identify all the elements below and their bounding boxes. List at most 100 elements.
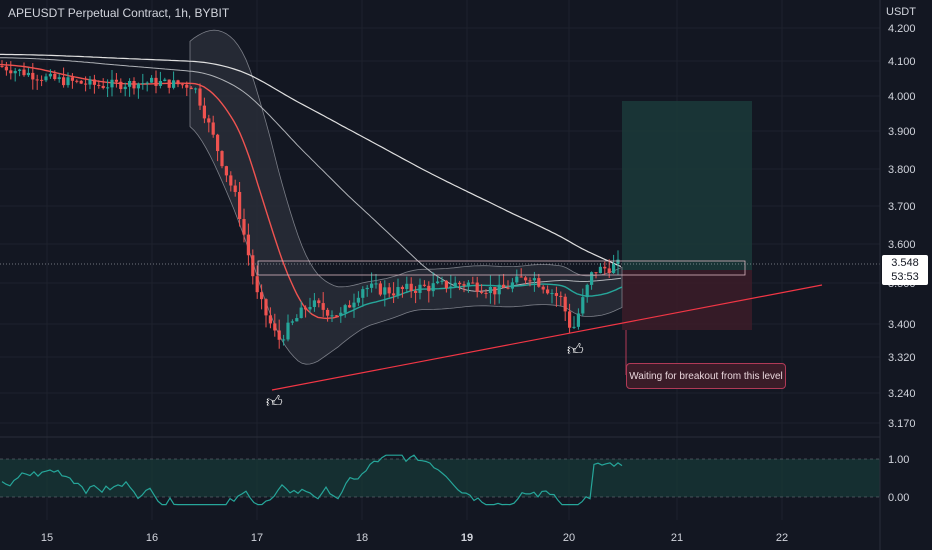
candle-body	[233, 185, 237, 192]
candle-body	[189, 87, 193, 90]
candle-body	[286, 322, 290, 340]
candle-body	[4, 66, 8, 71]
candle-body	[554, 293, 558, 296]
price-tick-label: 3.170	[888, 418, 916, 430]
candle-body	[572, 326, 576, 328]
thumbs-up-icon: 👍︎	[266, 394, 283, 411]
time-tick-label: 21	[671, 532, 683, 544]
candle-body	[176, 80, 180, 85]
price-tick-label: 3.800	[888, 164, 916, 176]
indicator-tick-label: 1.00	[888, 454, 909, 466]
candle-body	[114, 79, 118, 82]
candle-body	[462, 284, 466, 286]
moving-average-200	[0, 53, 622, 268]
candle-body	[66, 77, 70, 86]
candle-body	[216, 134, 220, 152]
candle-body	[436, 281, 440, 284]
candle-body	[339, 312, 343, 317]
candle-body	[13, 70, 17, 74]
candle-body	[546, 289, 550, 294]
candle-body	[563, 296, 567, 312]
candle-body	[224, 166, 228, 176]
candle-body	[528, 280, 532, 282]
candle-body	[163, 79, 167, 82]
candle-body	[348, 305, 352, 308]
candle-body	[453, 282, 457, 287]
candle-body	[251, 255, 255, 277]
thumbs-up-icon: 👍︎	[567, 342, 584, 359]
candle-body	[475, 282, 479, 292]
candle-body	[119, 81, 123, 90]
time-tick-label: 16	[146, 532, 158, 544]
candle-body	[158, 81, 162, 86]
candle-body	[607, 268, 611, 273]
candle-body	[150, 77, 154, 83]
candle-body	[246, 234, 250, 256]
candle-body	[238, 191, 242, 220]
candle-body	[466, 282, 470, 286]
candle-body	[422, 284, 426, 286]
moving-average-green	[339, 283, 623, 317]
candle-body	[141, 83, 145, 85]
resistance-box	[257, 260, 746, 276]
candle-body	[317, 300, 321, 304]
candle-body	[502, 284, 506, 288]
candle-body	[22, 69, 26, 76]
candle-body	[277, 330, 281, 340]
candle-body	[255, 276, 259, 293]
candle-body	[145, 82, 149, 84]
candle-body	[9, 70, 13, 74]
candle-body	[299, 307, 303, 319]
candle-body	[57, 77, 61, 80]
chart-title: APEUSDT Perpetual Contract, 1h, BYBIT	[8, 6, 230, 20]
candle-body	[79, 80, 83, 84]
candle-body	[427, 285, 431, 292]
candle-body	[471, 282, 475, 284]
candle-body	[484, 292, 488, 294]
price-tick-label: 3.700	[888, 201, 916, 213]
candle-body	[154, 77, 158, 86]
candle-body	[106, 87, 110, 89]
candle-body	[220, 151, 224, 167]
annotation-note: Waiting for breakout from this level	[626, 363, 786, 389]
candle-body	[260, 292, 264, 300]
candle-body	[172, 80, 176, 88]
candle-body	[97, 84, 101, 86]
candle-body	[458, 282, 462, 285]
time-tick-label: 18	[356, 532, 368, 544]
candle-body	[493, 286, 497, 295]
candles	[0, 60, 620, 349]
candle-body	[392, 293, 396, 296]
candle-body	[62, 77, 66, 86]
candle-body	[44, 76, 48, 81]
candle-body	[110, 79, 114, 88]
candle-body	[128, 81, 132, 87]
price-tick-label: 3.400	[888, 319, 916, 331]
indicator-tick-label: 0.00	[888, 492, 909, 504]
candle-body	[550, 293, 554, 295]
candle-body	[414, 290, 418, 293]
candle-body	[330, 315, 334, 317]
candle-body	[524, 277, 528, 281]
price-tick-label: 3.240	[888, 388, 916, 400]
indicator-line	[1, 454, 623, 506]
candle-body	[180, 84, 184, 86]
candle-body	[537, 278, 541, 287]
currency-label: USDT	[886, 6, 916, 18]
candle-body	[378, 283, 382, 295]
candle-body	[418, 284, 422, 293]
candle-body	[185, 84, 189, 88]
candle-body	[361, 289, 365, 298]
candle-body	[268, 315, 272, 324]
candle-body	[576, 313, 580, 327]
candle-body	[211, 122, 215, 135]
bollinger-band-fill	[189, 29, 623, 365]
candle-body	[515, 276, 519, 283]
candle-body	[242, 219, 246, 235]
candle-body	[75, 80, 79, 82]
price-tag-countdown: 53:53	[891, 271, 919, 283]
candle-body	[383, 287, 387, 295]
price-tick-label: 4.000	[888, 91, 916, 103]
candle-body	[594, 272, 598, 274]
candle-body	[198, 88, 202, 106]
